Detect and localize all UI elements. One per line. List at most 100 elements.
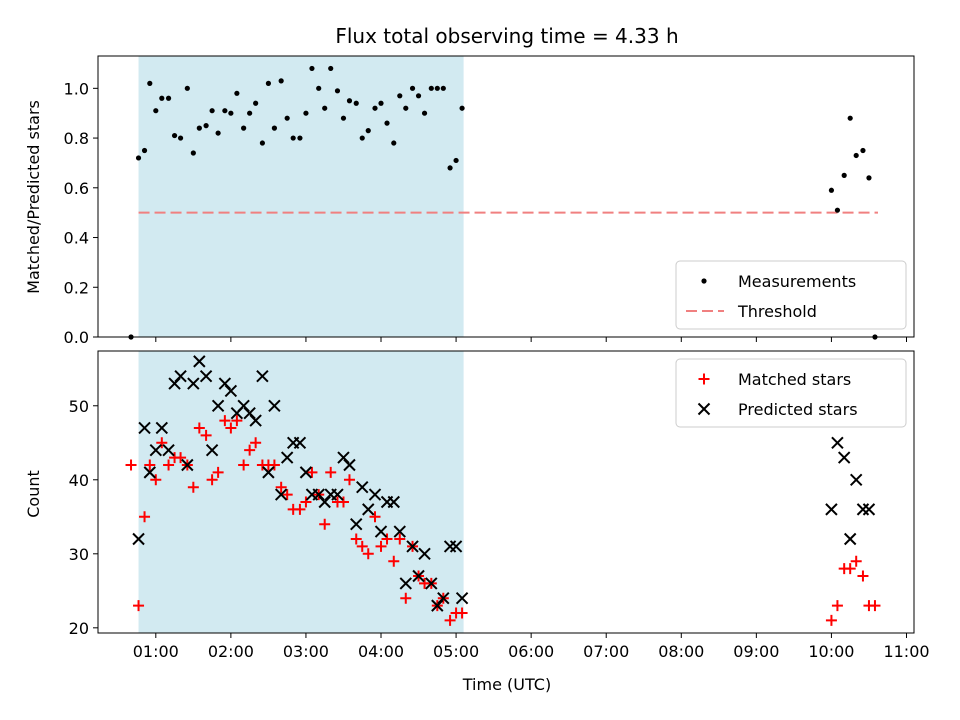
measurement-point [328, 65, 334, 72]
predicted-star-point [356, 480, 369, 494]
y-tick-label: 30 [69, 545, 89, 564]
measurement-point [378, 100, 384, 106]
matched-star-point [343, 474, 355, 486]
matched-star-point [281, 489, 293, 501]
x-tick-label: 09:00 [733, 642, 779, 661]
predicted-star-point [449, 540, 463, 553]
measurement-point [440, 85, 446, 91]
predicted-star-point [162, 443, 175, 457]
measurement-point [316, 85, 322, 91]
matched-star-point [268, 459, 280, 471]
predicted-star-point [825, 503, 838, 516]
legend-box [675, 260, 907, 330]
observing-window-band [138, 351, 464, 633]
predicted-star-point [387, 495, 400, 509]
matched-star-point [294, 503, 306, 515]
x-tick-label: 05:00 [433, 642, 479, 661]
matched-star-point [381, 533, 393, 545]
measurement-point [278, 78, 284, 84]
measurement-point [359, 135, 365, 141]
predicted-star-point [293, 436, 307, 449]
predicted-star-point [193, 355, 206, 368]
chart-title: Flux total observing time = 4.33 h [335, 24, 678, 48]
measurement-point [340, 115, 347, 121]
measurement-point [159, 95, 165, 101]
measurement-point [397, 93, 403, 99]
measurement-point [297, 135, 303, 141]
predicted-star-point [837, 451, 851, 464]
legend-label: Matched stars [738, 370, 851, 389]
matched-star-point [212, 466, 224, 478]
measurement-point [391, 140, 397, 146]
measurement-point [384, 120, 390, 126]
legend-marker-measurements [701, 278, 707, 284]
measurement-point [259, 140, 266, 146]
y-axis-label-top: Matched/Predicted stars [24, 100, 43, 294]
y-tick-label: 1.0 [64, 79, 89, 98]
measurement-point [209, 108, 215, 114]
matched-star-point [356, 540, 368, 552]
matched-star-point [133, 600, 145, 612]
measurement-point [346, 98, 353, 104]
measurement-point [415, 93, 422, 99]
matched-star-point [225, 422, 237, 434]
legend-marker-predicted [697, 402, 711, 416]
predicted-star-point [181, 458, 194, 472]
measurement-point [853, 152, 859, 159]
y-tick-label: 40 [69, 471, 89, 490]
matched-star-point [388, 555, 400, 567]
matched-star-point [193, 422, 205, 434]
matched-star-point [844, 563, 856, 575]
measurement-point [309, 65, 315, 72]
measurement-point [271, 125, 278, 131]
predicted-star-point [425, 577, 438, 590]
matched-star-point [869, 600, 881, 612]
y-tick-label: 0.4 [64, 229, 89, 248]
measurement-point [303, 110, 309, 116]
axes-frame [97, 55, 915, 338]
predicted-star-point [199, 369, 213, 383]
matched-star-point [156, 437, 168, 449]
predicted-star-point [362, 503, 375, 516]
measurement-point [866, 175, 872, 181]
matched-star-point [125, 459, 137, 471]
predicted-star-point [143, 466, 157, 479]
matched-star-point [831, 600, 843, 612]
measurement-point [290, 135, 296, 141]
measurement-point [265, 80, 272, 86]
x-axis-label: Time (UTC) [462, 675, 551, 694]
predicted-star-point [224, 384, 238, 398]
legend-box [675, 358, 907, 428]
top-panel: 0.0 0.2 0.4 0.6 0.8 1.0 Measurements Threshold [64, 55, 915, 347]
measurement-point [353, 100, 359, 106]
measurement-point [284, 115, 290, 121]
matched-star-point [300, 496, 312, 508]
predicted-star-point [249, 414, 262, 427]
y-tick-label: 0.2 [64, 278, 89, 297]
predicted-star-point [831, 436, 844, 449]
y-axis-label-bottom: Count [24, 470, 43, 518]
matched-star-point [369, 511, 381, 523]
predicted-star-point [256, 369, 269, 383]
measurement-point [860, 147, 866, 154]
x-tick-label: 03:00 [283, 642, 329, 661]
predicted-star-point [393, 525, 406, 538]
measurement-point [147, 80, 153, 86]
measurement-point [459, 105, 465, 111]
x-tick-label: 08:00 [658, 642, 704, 661]
measurement-point [828, 187, 835, 193]
matched-star-point [144, 459, 156, 471]
matched-star-point [400, 592, 412, 604]
predicted-star-point [406, 540, 419, 553]
matched-star-point [200, 429, 212, 441]
matched-star-point [456, 607, 468, 619]
predicted-star-point [418, 547, 431, 561]
measurement-point [135, 155, 142, 161]
predicted-star-point [849, 473, 863, 486]
measurement-point [409, 85, 416, 91]
predicted-star-point [331, 488, 344, 501]
matched-star-point [275, 481, 287, 493]
measurement-point [222, 108, 228, 114]
predicted-star-point [455, 592, 469, 605]
